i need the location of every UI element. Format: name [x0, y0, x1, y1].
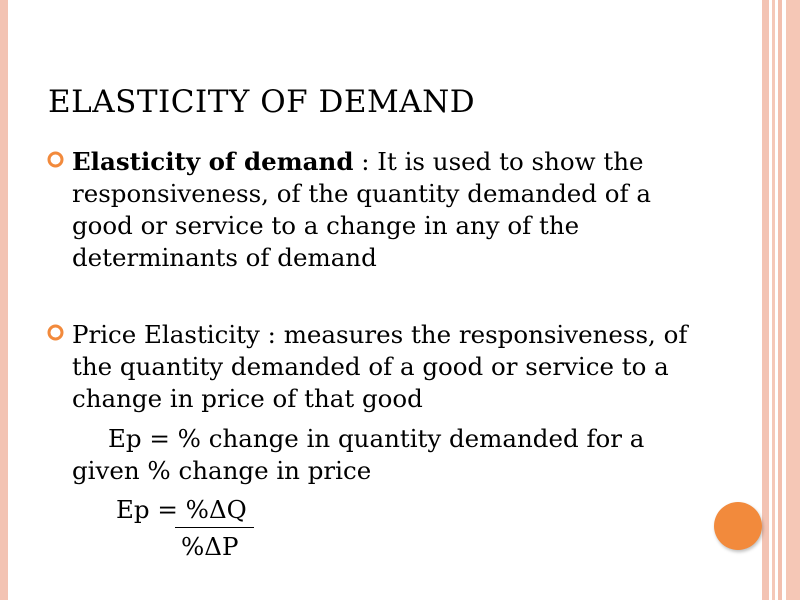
term-elasticity-of-demand: Elasticity of demand [72, 147, 354, 176]
bullet-paragraph-elasticity: Elasticity of demand : It is used to sho… [72, 146, 712, 274]
formula-numerator: %ΔQ [185, 495, 247, 524]
formula-numerator-row: Ep = %ΔQ [116, 494, 247, 526]
bullet-icon [46, 150, 65, 169]
definition-line-2: given % change in price [72, 456, 372, 485]
bullet-icon [46, 323, 65, 342]
definition-line-1: Ep = % change in quantity demanded for a [108, 424, 645, 453]
orange-circle-decoration [714, 502, 762, 550]
slide-title: ELASTICITY OF DEMAND [48, 84, 476, 120]
fraction-bar [175, 527, 254, 528]
right-stripe [786, 0, 800, 600]
elasticity-definition: : It is used to show the responsiveness,… [72, 147, 651, 272]
right-stripe [772, 0, 775, 600]
bullet-paragraph-price-elasticity: Price Elasticity : measures the responsi… [72, 320, 688, 413]
formula-lhs: Ep = [116, 495, 186, 524]
right-stripe [762, 0, 769, 600]
right-stripe [778, 0, 782, 600]
left-accent-bar [0, 0, 8, 600]
formula-denominator: %ΔP [181, 532, 239, 561]
